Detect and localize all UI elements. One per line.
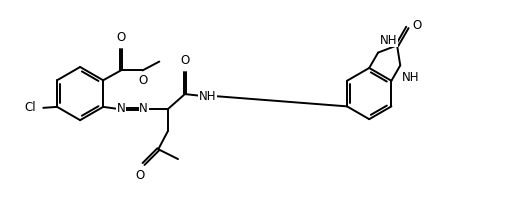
Text: O: O (180, 55, 189, 67)
Text: O: O (412, 20, 422, 33)
Text: O: O (135, 169, 144, 182)
Text: NH: NH (380, 34, 397, 47)
Text: Cl: Cl (25, 101, 36, 114)
Text: N: N (139, 102, 148, 115)
Text: NH: NH (402, 71, 420, 84)
Text: O: O (138, 74, 147, 87)
Text: O: O (116, 31, 126, 44)
Text: N: N (117, 102, 125, 115)
Text: NH: NH (199, 90, 216, 102)
